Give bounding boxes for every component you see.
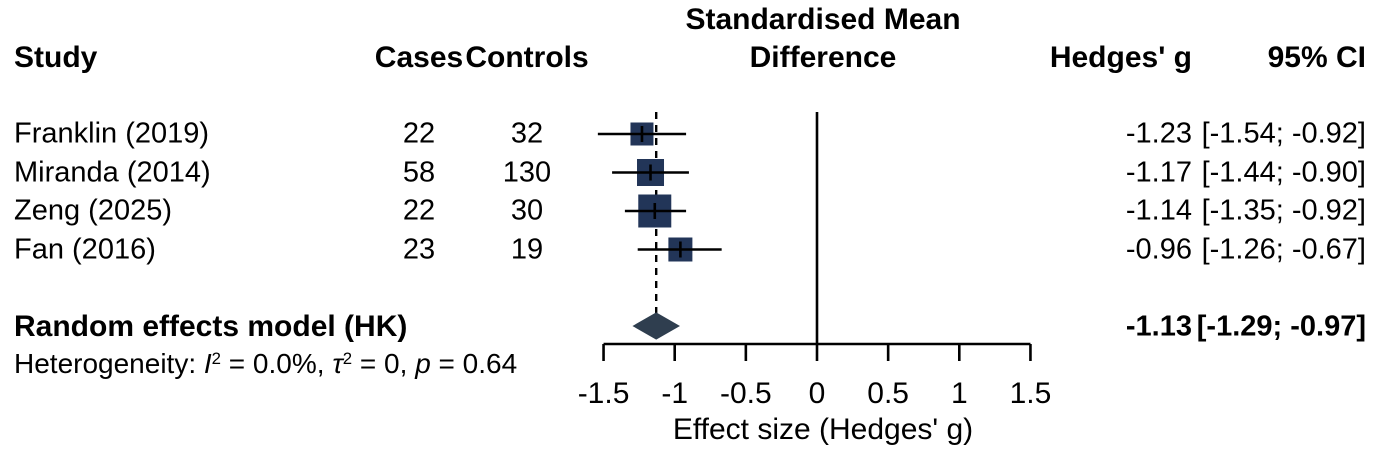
x-axis-tick-label: 1.5 xyxy=(1010,377,1052,410)
study-cases: 23 xyxy=(402,233,436,265)
summary-hedges-g: -1.13 xyxy=(1125,310,1192,343)
summary-diamond xyxy=(632,312,680,340)
het-label: Heterogeneity: xyxy=(14,348,204,379)
x-axis-tick-label: 0 xyxy=(809,377,826,410)
study-controls: 19 xyxy=(510,233,544,265)
het-tau-symbol: τ xyxy=(332,348,343,379)
column-header-cases: Cases xyxy=(374,41,464,74)
x-axis-tick-label: 0.5 xyxy=(867,377,909,410)
study-controls: 32 xyxy=(510,117,544,150)
het-i-symbol: I xyxy=(203,348,212,379)
study-hedges-g: -0.96 xyxy=(1125,233,1192,265)
x-axis-tick-label: 1 xyxy=(951,377,968,410)
column-header-study: Study xyxy=(14,41,98,74)
study-hedges-g: -1.14 xyxy=(1125,194,1192,227)
study-hedges-g: -1.23 xyxy=(1125,117,1192,150)
het-i-value: = 0.0%, xyxy=(221,348,333,379)
weight-square xyxy=(637,159,665,186)
weight-square xyxy=(638,194,672,228)
x-axis-tick-label: -0.5 xyxy=(720,377,772,410)
study-95ci: [-1.54; -0.92] xyxy=(1201,117,1366,150)
study-hedges-g: -1.17 xyxy=(1125,156,1192,188)
x-axis-tick-label: -1 xyxy=(661,377,688,410)
study-name: Franklin (2019) xyxy=(14,117,210,150)
study-cases: 58 xyxy=(402,156,436,188)
study-controls: 30 xyxy=(510,194,544,227)
study-controls: 130 xyxy=(502,156,552,188)
summary-95ci: [-1.29; -0.97] xyxy=(1196,310,1366,343)
study-95ci: [-1.26; -0.67] xyxy=(1201,233,1366,265)
het-p-symbol: p xyxy=(415,348,431,379)
weight-square xyxy=(630,122,654,146)
column-header-smd-line1: Standardised Mean xyxy=(685,3,961,36)
x-axis-title: Effect size (Hedges' g) xyxy=(673,413,973,446)
column-header-controls: Controls xyxy=(465,41,589,74)
het-tau-value: = 0, xyxy=(352,348,416,379)
summary-model-label: Random effects model (HK) xyxy=(14,310,408,343)
column-header-smd-line2: Difference xyxy=(749,41,897,74)
het-i-sup: 2 xyxy=(211,348,222,368)
study-name: Miranda (2014) xyxy=(14,156,211,188)
study-cases: 22 xyxy=(402,117,436,150)
x-axis-tick-label: -1.5 xyxy=(578,377,630,410)
study-cases: 22 xyxy=(402,194,436,227)
column-header-hedges-g: Hedges' g xyxy=(1049,41,1192,74)
study-95ci: [-1.35; -0.92] xyxy=(1201,194,1366,227)
study-name: Fan (2016) xyxy=(14,233,156,265)
het-tau-sup: 2 xyxy=(342,348,353,368)
study-name: Zeng (2025) xyxy=(14,194,172,227)
study-95ci: [-1.44; -0.90] xyxy=(1201,156,1366,188)
weight-square xyxy=(668,237,693,262)
heterogeneity-text: Heterogeneity: I2 = 0.0%, τ2 = 0, p = 0.… xyxy=(14,350,517,378)
column-header-95ci: 95% CI xyxy=(1267,41,1366,74)
het-p-value: = 0.64 xyxy=(430,348,518,379)
